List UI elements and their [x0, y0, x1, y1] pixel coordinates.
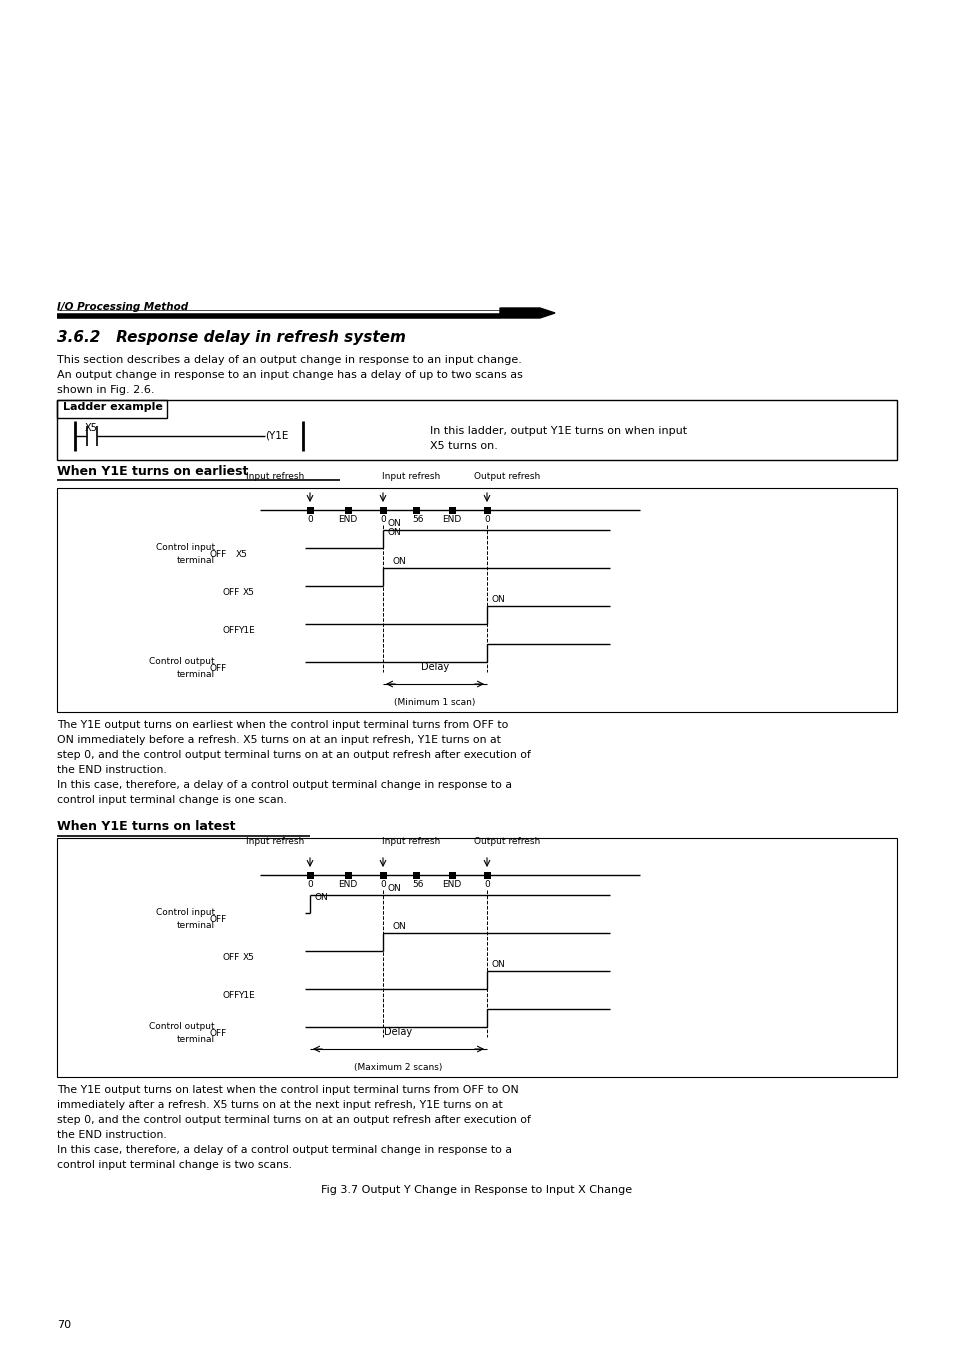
Text: The Y1E output turns on earliest when the control input terminal turns from OFF : The Y1E output turns on earliest when th…	[57, 720, 508, 730]
Text: ON: ON	[492, 961, 505, 969]
Text: X5: X5	[243, 952, 254, 962]
Text: X5: X5	[236, 550, 248, 559]
Text: OFF: OFF	[222, 952, 240, 962]
Text: 56: 56	[412, 515, 423, 524]
Polygon shape	[499, 308, 555, 317]
Text: ON: ON	[314, 893, 329, 902]
Text: ON: ON	[393, 921, 406, 931]
Text: 3.6.2   Response delay in refresh system: 3.6.2 Response delay in refresh system	[57, 330, 405, 345]
Text: Input refresh: Input refresh	[246, 838, 304, 846]
Bar	[57, 838, 896, 1077]
Text: shown in Fig. 2.6.: shown in Fig. 2.6.	[57, 385, 154, 394]
Text: END: END	[441, 515, 460, 524]
Bar	[307, 871, 314, 880]
Text: 0: 0	[307, 515, 313, 524]
Text: When Y1E turns on earliest: When Y1E turns on earliest	[57, 465, 248, 478]
Text: Output refresh: Output refresh	[474, 471, 539, 481]
Bar	[345, 507, 352, 513]
Text: X5: X5	[85, 423, 98, 434]
Text: ON: ON	[492, 594, 505, 604]
Text: Y1E: Y1E	[238, 992, 254, 1000]
Bar	[483, 871, 491, 880]
Text: 0: 0	[379, 880, 385, 889]
Bar	[449, 871, 456, 880]
Text: immediately after a refresh. X5 turns on at the next input refresh, Y1E turns on: immediately after a refresh. X5 turns on…	[57, 1100, 502, 1111]
Text: In this ladder, output Y1E turns on when input: In this ladder, output Y1E turns on when…	[430, 426, 686, 436]
Text: ON immediately before a refresh. X5 turns on at an input refresh, Y1E turns on a: ON immediately before a refresh. X5 turn…	[57, 735, 500, 744]
Text: END: END	[337, 880, 356, 889]
Bar	[413, 871, 419, 880]
Text: step 0, and the control output terminal turns on at an output refresh after exec: step 0, and the control output terminal …	[57, 750, 530, 761]
Text: Control input: Control input	[155, 543, 214, 553]
Bar	[57, 400, 167, 417]
Bar	[483, 507, 491, 513]
Text: OFF: OFF	[210, 663, 227, 673]
Text: An output change in response to an input change has a delay of up to two scans a: An output change in response to an input…	[57, 370, 522, 380]
Text: terminal: terminal	[176, 921, 214, 929]
Text: Input refresh: Input refresh	[381, 471, 439, 481]
Text: OFF: OFF	[210, 1029, 227, 1038]
Text: 70: 70	[57, 1320, 71, 1329]
Text: END: END	[337, 515, 356, 524]
Text: step 0, and the control output terminal turns on at an output refresh after exec: step 0, and the control output terminal …	[57, 1115, 530, 1125]
Text: the END instruction.: the END instruction.	[57, 765, 167, 775]
Text: Control output: Control output	[150, 1021, 214, 1031]
Text: OFF: OFF	[222, 626, 240, 635]
Text: X5: X5	[243, 588, 254, 597]
Bar	[413, 507, 419, 513]
Bar	[379, 507, 387, 513]
Text: Control output: Control output	[150, 657, 214, 666]
Text: Input refresh: Input refresh	[246, 471, 304, 481]
Text: (Maximum 2 scans): (Maximum 2 scans)	[354, 1063, 442, 1071]
Text: Ladder example: Ladder example	[63, 403, 163, 412]
Text: Delay: Delay	[420, 662, 449, 671]
Text: X5 turns on.: X5 turns on.	[430, 440, 497, 451]
Text: Control input: Control input	[155, 908, 214, 917]
Bar	[379, 871, 387, 880]
Bar	[345, 871, 352, 880]
Text: In this case, therefore, a delay of a control output terminal change in response: In this case, therefore, a delay of a co…	[57, 780, 512, 790]
Text: control input terminal change is one scan.: control input terminal change is one sca…	[57, 794, 287, 805]
Text: I/O Processing Method: I/O Processing Method	[57, 303, 188, 312]
Text: terminal: terminal	[176, 670, 214, 680]
Text: OFF: OFF	[222, 992, 240, 1000]
Text: This section describes a delay of an output change in response to an input chang: This section describes a delay of an out…	[57, 355, 521, 365]
Text: 0: 0	[307, 880, 313, 889]
Text: ON: ON	[393, 557, 406, 566]
Text: In this case, therefore, a delay of a control output terminal change in response: In this case, therefore, a delay of a co…	[57, 1146, 512, 1155]
Text: ON: ON	[388, 528, 401, 536]
Text: (Y1E: (Y1E	[265, 430, 288, 440]
Text: OFF: OFF	[222, 588, 240, 597]
Bar	[307, 507, 314, 513]
Text: Fig 3.7 Output Y Change in Response to Input X Change: Fig 3.7 Output Y Change in Response to I…	[321, 1185, 632, 1196]
Bar	[57, 400, 896, 459]
Text: (Minimum 1 scan): (Minimum 1 scan)	[394, 698, 476, 707]
Text: OFF: OFF	[210, 915, 227, 924]
Text: OFF: OFF	[210, 550, 227, 559]
Text: control input terminal change is two scans.: control input terminal change is two sca…	[57, 1161, 292, 1170]
Text: 0: 0	[483, 880, 489, 889]
Text: Output refresh: Output refresh	[474, 838, 539, 846]
Bar	[449, 507, 456, 513]
Text: terminal: terminal	[176, 557, 214, 565]
Text: 0: 0	[379, 515, 385, 524]
Text: ON: ON	[388, 519, 401, 528]
Text: END: END	[441, 880, 460, 889]
Text: 0: 0	[483, 515, 489, 524]
Text: The Y1E output turns on latest when the control input terminal turns from OFF to: The Y1E output turns on latest when the …	[57, 1085, 518, 1096]
Text: When Y1E turns on latest: When Y1E turns on latest	[57, 820, 235, 834]
Text: the END instruction.: the END instruction.	[57, 1129, 167, 1140]
Text: 56: 56	[412, 880, 423, 889]
Text: ON: ON	[388, 884, 401, 893]
Text: terminal: terminal	[176, 1035, 214, 1044]
Text: Delay: Delay	[383, 1027, 412, 1038]
Text: Y1E: Y1E	[238, 626, 254, 635]
Text: Input refresh: Input refresh	[381, 838, 439, 846]
Bar	[57, 488, 896, 712]
